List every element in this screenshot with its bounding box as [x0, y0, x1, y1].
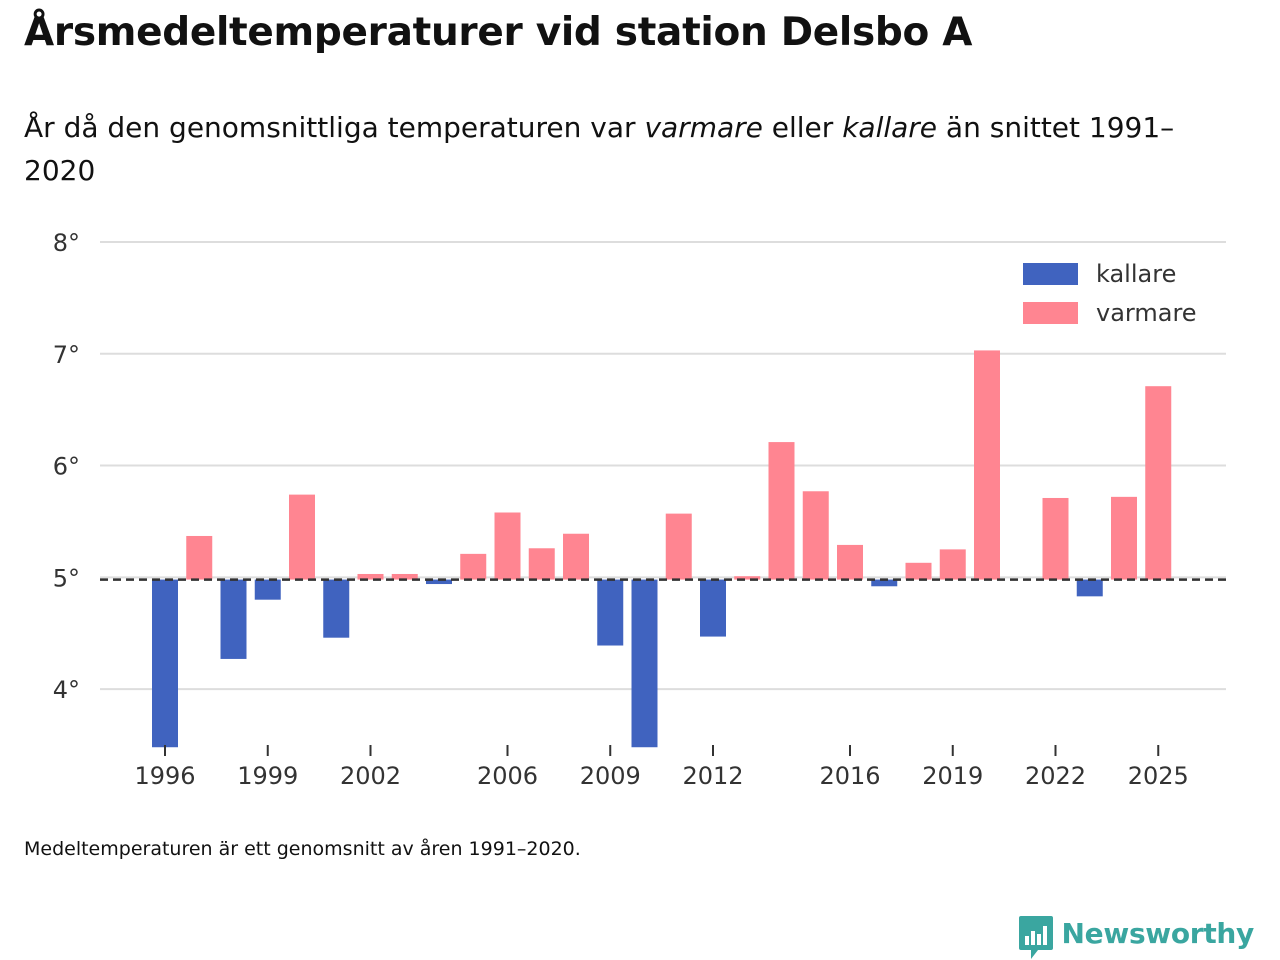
bar-2017 [871, 579, 898, 587]
bar-1996 [152, 579, 178, 748]
subtitle-text-middle: eller [762, 111, 843, 144]
x-tick-label-2002: 2002 [340, 762, 401, 790]
subtitle-text-end: än snittet 1991–2020 [24, 111, 1175, 187]
bar-2003 [391, 573, 418, 580]
y-tick-label-6: 6° [53, 453, 80, 481]
bar-2012 [700, 579, 726, 637]
x-axis: 1996 1999 2002 2006 2009 2012 2016 2019 2022 2025 [134, 745, 1189, 790]
y-tick-label-8: 8° [53, 229, 80, 257]
bar-1998 [220, 579, 247, 659]
bar-2009 [597, 579, 624, 646]
bar-2022 [1042, 497, 1069, 580]
x-tick-label-2019: 2019 [922, 762, 983, 790]
legend-swatch-kallare [1023, 263, 1078, 285]
y-tick-label-4: 4° [53, 676, 80, 704]
x-tick-label-2016: 2016 [819, 762, 880, 790]
bar-2000 [289, 494, 315, 580]
x-tick-label-2009: 2009 [580, 762, 641, 790]
bar-2006 [494, 512, 521, 580]
page-title: Årsmedeltemperaturer vid station Delsbo … [24, 10, 973, 55]
bar-2019 [939, 549, 966, 580]
legend-label-kallare: kallare [1096, 260, 1176, 288]
subtitle-text-start: År då den genomsnittliga temperaturen va… [24, 111, 645, 144]
bar-2015 [802, 491, 829, 580]
y-tick-label-5: 5° [53, 564, 80, 592]
x-tick-label-1999: 1999 [237, 762, 298, 790]
bar-2001 [323, 579, 350, 638]
y-axis-labels: 4° 5° 6° 7° 8° [53, 229, 80, 704]
bar-2020 [974, 350, 1000, 580]
bar-2023 [1076, 579, 1103, 597]
legend-label-varmare: varmare [1096, 299, 1197, 327]
x-tick-label-2006: 2006 [477, 762, 538, 790]
bar-2010 [631, 579, 658, 748]
subtitle-warm-word: varmare [644, 111, 763, 144]
x-tick-label-2022: 2022 [1025, 762, 1086, 790]
footnote: Medeltemperaturen är ett genomsnitt av å… [24, 838, 581, 860]
x-tick-label-2025: 2025 [1128, 762, 1189, 790]
bar-2013 [734, 576, 761, 580]
bar-1997 [186, 535, 213, 580]
bar-2007 [528, 548, 555, 580]
brand-name: Newsworthy [1061, 917, 1255, 950]
grid-lines [100, 241, 1226, 691]
bar-2005 [460, 553, 487, 580]
bar-2004 [426, 579, 452, 585]
bar-2014 [768, 442, 795, 580]
bar-2002 [357, 573, 384, 580]
legend-swatch-varmare [1023, 302, 1078, 324]
bar-2011 [665, 513, 692, 580]
x-tick-label-1996: 1996 [134, 762, 195, 790]
bar-2008 [563, 533, 589, 580]
y-tick-label-7: 7° [53, 341, 80, 369]
x-tick-label-2012: 2012 [682, 762, 743, 790]
bar-1999 [254, 579, 281, 600]
bars [152, 350, 1172, 748]
brand-logo: Newsworthy [1018, 914, 1254, 960]
bar-2016 [837, 544, 863, 580]
bar-2025 [1145, 386, 1172, 580]
bar-2018 [905, 562, 932, 580]
legend: kallare varmare [1023, 260, 1197, 327]
newsworthy-logo-icon [1018, 916, 1053, 959]
chart-subtitle: År då den genomsnittliga temperaturen va… [24, 106, 1224, 192]
subtitle-cold-word: kallare [842, 111, 938, 144]
bar-2024 [1111, 496, 1137, 580]
